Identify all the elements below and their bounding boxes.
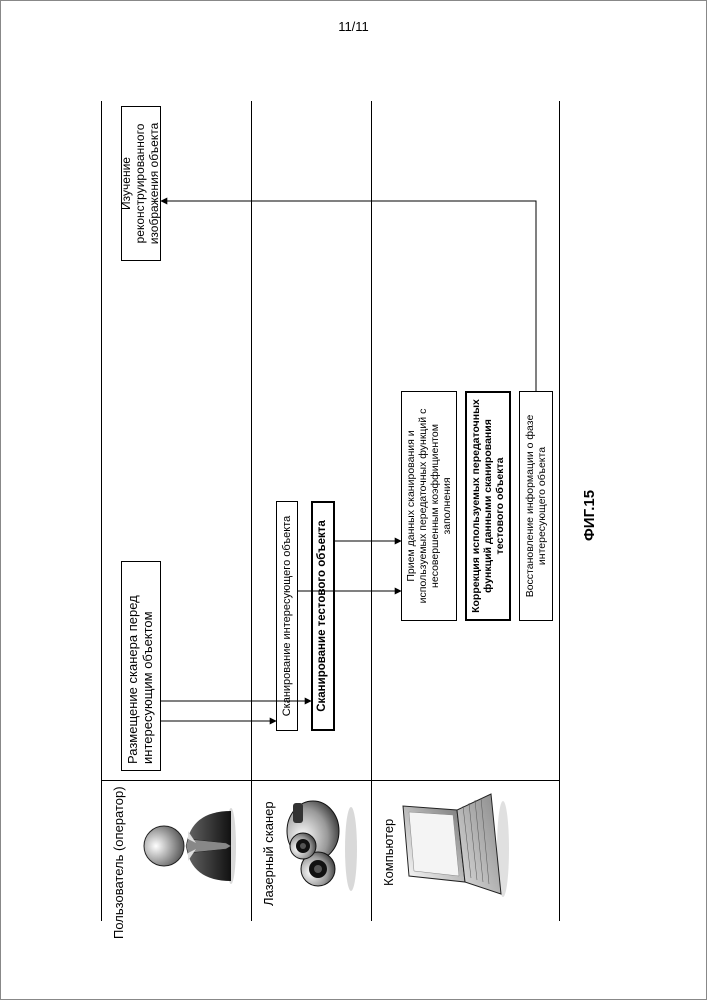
- diagram: Пользователь (оператор) Лазерный сканер …: [101, 101, 561, 921]
- arrows: [101, 101, 561, 921]
- page: 11/11 Пользователь (оператор) Лазерный с…: [0, 0, 707, 1000]
- page-number: 11/11: [1, 19, 706, 34]
- figure-label: ФИГ.15: [581, 490, 598, 541]
